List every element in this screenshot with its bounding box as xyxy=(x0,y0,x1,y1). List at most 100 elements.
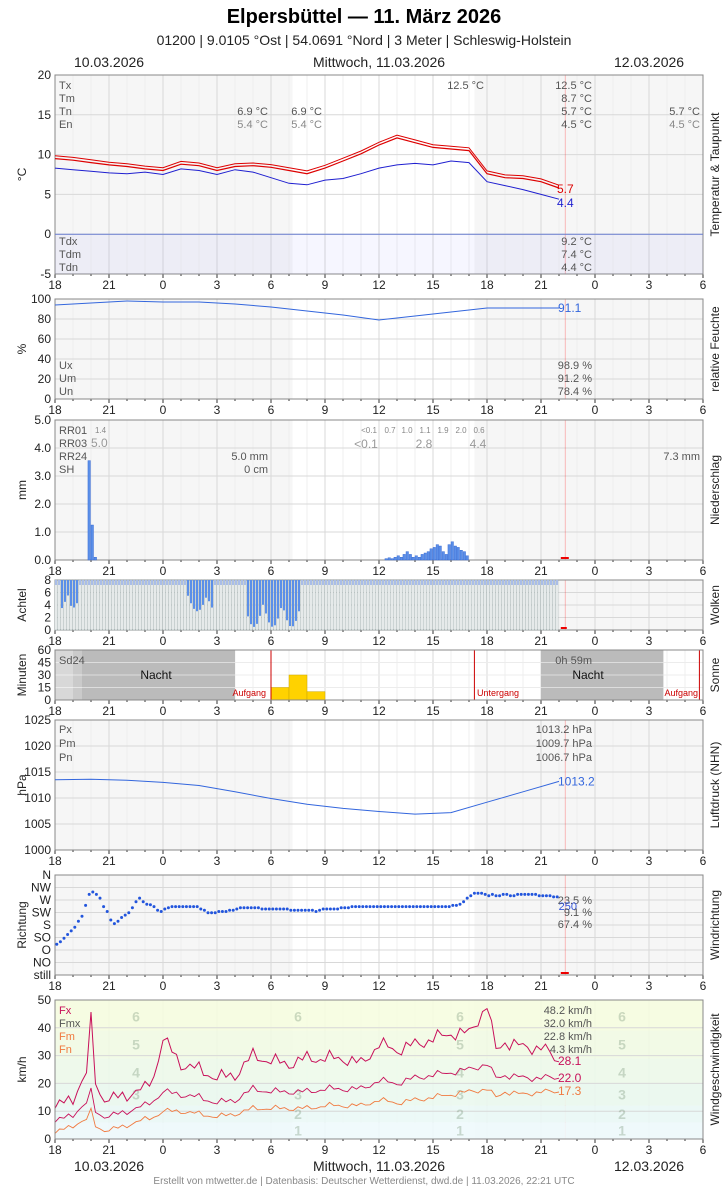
cloud-fill xyxy=(154,580,156,585)
cloud-bar xyxy=(435,579,439,631)
cloud-fill xyxy=(307,580,309,585)
y-tick-label: SW xyxy=(32,906,52,920)
x-tick-label: 21 xyxy=(534,564,548,578)
winddir-stat-b: 250 xyxy=(559,901,577,913)
panel-1-border xyxy=(54,298,704,400)
cloud-bar xyxy=(423,579,427,631)
x-tick-label: 6 xyxy=(700,403,707,417)
date-center-top: Mittwoch, 11.03.2026 xyxy=(312,54,446,70)
cloud-fill xyxy=(100,580,102,585)
cloud-fill xyxy=(109,580,111,585)
beaufort-label: 2 xyxy=(618,1106,626,1122)
cloud-fill xyxy=(544,580,546,585)
x-tick-label: 12 xyxy=(372,403,386,417)
cloud-bar xyxy=(147,579,151,631)
rr01-value: 0.6 xyxy=(473,426,485,435)
cloud-fill xyxy=(64,580,66,602)
x-tick-label: 12 xyxy=(372,278,386,292)
cloud-fill xyxy=(511,580,513,585)
cloud-bar xyxy=(144,579,148,631)
x-tick-label: 3 xyxy=(214,979,221,993)
legend-wind: Fn xyxy=(59,1044,72,1056)
legend-dew: Tdn xyxy=(59,262,78,274)
cloud-bar xyxy=(81,579,85,631)
cloud-bar xyxy=(384,579,388,631)
beaufort-label: 4 xyxy=(456,1064,464,1080)
precip-bar xyxy=(450,541,454,561)
wind-dir-point xyxy=(145,902,149,906)
wind-dir-point xyxy=(199,907,203,911)
wind-dir-point xyxy=(541,894,545,898)
wind-dir-point xyxy=(555,895,559,899)
x-tick-label: 15 xyxy=(426,564,440,578)
pressure-stat: 1006.7 hPa xyxy=(536,752,593,764)
cloud-fill xyxy=(319,580,321,585)
beaufort-label: 6 xyxy=(618,1009,626,1025)
wind-dir-point xyxy=(213,911,217,915)
cloud-bar xyxy=(321,579,325,631)
cloud-bar xyxy=(219,579,223,631)
cloud-bar xyxy=(228,579,232,631)
x-tick-label: 0 xyxy=(160,278,167,292)
cloud-fill xyxy=(151,580,153,585)
y-tick-label: -5 xyxy=(40,267,51,281)
snow-height: 0 cm xyxy=(244,464,268,476)
pressure-end-label: 1013.2 xyxy=(558,774,595,788)
y-tick-label: 1000 xyxy=(24,843,51,857)
beaufort-band xyxy=(55,1030,703,1059)
cloud-bar xyxy=(531,579,535,631)
cloud-fill xyxy=(361,580,363,585)
cloud-bar xyxy=(495,579,499,631)
wind-dir-point xyxy=(368,905,372,909)
cloud-bar xyxy=(522,579,526,631)
cloud-fill xyxy=(250,580,252,625)
x-tick-label: 21 xyxy=(102,564,116,578)
cloud-bar xyxy=(354,579,358,631)
wind-dir-point xyxy=(127,911,131,915)
wind-dir-point xyxy=(408,905,412,909)
cloud-fill xyxy=(499,580,501,585)
cloud-bar xyxy=(306,579,310,631)
cloud-bar xyxy=(447,579,451,631)
cloud-bar xyxy=(381,579,385,631)
cloud-fill xyxy=(136,580,138,585)
cloud-fill xyxy=(508,580,510,585)
cloud-bar xyxy=(492,579,496,631)
panel-side-label: Wolken xyxy=(708,585,722,625)
precip-bar xyxy=(459,550,463,561)
wind-dir-point xyxy=(289,908,293,912)
wind-dir-point xyxy=(501,892,505,896)
cloud-fill xyxy=(409,580,411,585)
cloud-bar xyxy=(369,579,373,631)
wind-dir-point xyxy=(451,903,455,907)
beaufort-band xyxy=(55,1122,703,1139)
cloud-fill xyxy=(433,580,435,585)
wind-dir-point xyxy=(292,908,296,912)
wind-dir-point xyxy=(260,907,264,911)
cloud-fill xyxy=(223,580,225,585)
cloud-fill xyxy=(445,580,447,585)
cloud-bar xyxy=(240,579,244,631)
y-tick-label: 0 xyxy=(44,392,51,406)
cloud-fill xyxy=(553,580,555,585)
wind-dir-point xyxy=(372,905,376,909)
cloud-bar xyxy=(501,579,505,631)
cloud-bar xyxy=(420,579,424,631)
wind-dir-point xyxy=(300,908,304,912)
cloud-bar xyxy=(234,579,238,631)
beaufort-label: 3 xyxy=(132,1087,140,1103)
cloud-bar xyxy=(348,579,352,631)
wind-dir-point xyxy=(433,905,437,909)
wind-dir-point xyxy=(404,905,408,909)
wind-dir-point xyxy=(217,910,221,913)
beaufort-label: 5 xyxy=(132,1036,140,1052)
legend-precip: SH xyxy=(59,464,74,476)
cloud-bar xyxy=(438,579,442,631)
dew-stat: 4.4 °C xyxy=(561,262,592,274)
cloud-bar xyxy=(153,579,157,631)
cloud-fill xyxy=(550,580,552,585)
y-tick-label: 30 xyxy=(38,668,52,682)
wind-dir-point xyxy=(519,892,523,896)
cloud-fill xyxy=(379,580,381,585)
cloud-bar xyxy=(534,579,538,631)
